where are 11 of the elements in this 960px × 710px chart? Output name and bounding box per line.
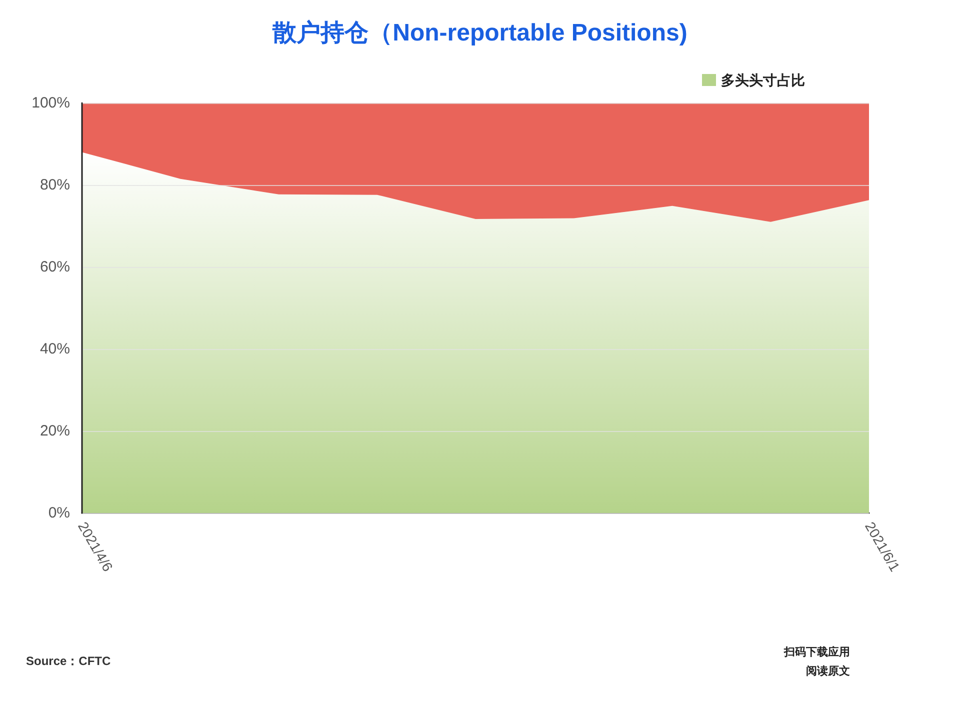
text: 扫码下载应用	[783, 646, 850, 658]
y-tick-label: 0%	[48, 504, 70, 522]
y-tick-label: 100%	[32, 94, 70, 112]
legend-label: 多头头寸占比	[721, 72, 805, 88]
source-note: Source：CFTC	[26, 654, 112, 668]
y-tick-label: 60%	[40, 258, 70, 276]
chart-title: 散户持仓（Non-reportable Positions)	[272, 20, 688, 46]
y-tick-label: 80%	[40, 176, 70, 194]
y-tick-label: 40%	[40, 340, 70, 358]
y-tick-label: 20%	[40, 422, 70, 440]
text: 阅读原文	[806, 664, 850, 678]
